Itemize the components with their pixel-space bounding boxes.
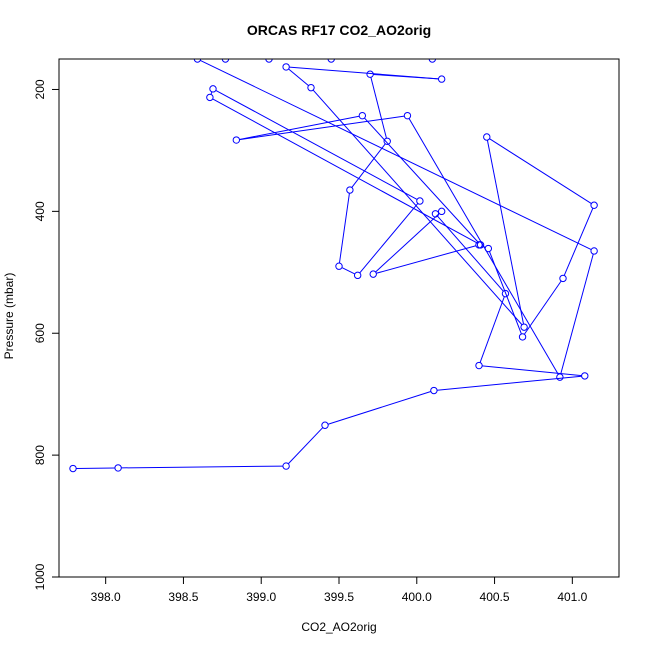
series-0-point-28 [206,93,214,102]
series-0-point-23 [346,186,354,194]
series-0-point-22 [383,137,391,145]
series-0-point-32 [403,111,412,120]
series-0-point-36 [221,59,230,63]
series-0-point-34 [590,247,598,255]
series-0-segment [560,253,594,375]
x-tick-label: 401.0 [557,590,587,604]
series-0-segment [489,138,592,204]
series-0-segment [364,117,479,243]
x-tick-label: 400.5 [480,590,510,604]
x-tick-label: 400.0 [402,590,432,604]
series-0-point-21 [366,70,374,78]
series-0-point-29 [476,241,485,249]
y-tick-label: 200 [33,79,47,99]
series-0-segment [200,59,592,251]
series-0-point-10 [369,270,377,278]
series-0-point-16 [483,133,491,141]
series-0-point-35 [193,59,202,63]
series-0-segment [121,465,283,469]
series-0-segment [359,203,419,274]
series-0-point-27 [209,85,217,93]
series-0-point-20 [437,75,446,83]
series-0-point-25 [353,271,362,280]
series-0-point-8 [431,210,440,218]
series-0-segment [239,115,360,140]
series-0-point-26 [416,197,424,205]
series-0-segment [437,215,504,292]
series-0-segment [370,77,387,139]
series-0-point-39 [428,59,437,63]
series-0-point-2 [282,462,290,470]
series-0-segment [287,427,324,465]
series-0-point-6 [475,361,483,370]
y-tick-label: 600 [33,323,47,343]
series-0-segment [341,267,356,275]
y-axis-label: Pressure (mbar) [2,273,16,360]
chart-title: ORCAS RF17 CO2_AO2orig [247,22,431,38]
series-0-segment [523,280,562,335]
x-tick-label: 398.0 [91,590,121,604]
y-axis-ticks: 200 400 600 800 1000 [33,79,59,590]
y-tick-label: 400 [33,201,47,221]
series-0-point-38 [327,59,335,63]
x-axis-ticks: 398.0 398.5 399.0 399.5 400.0 400.5 401.0 [91,577,588,604]
series-0-segment [482,365,582,377]
series-0-segment [479,296,505,363]
series-0-segment [327,391,431,425]
series-0-point-3 [321,421,329,429]
series-0-point-33 [556,373,564,381]
series-0-point-18 [307,83,315,92]
series-0-point-14 [559,274,567,283]
series-0-point-31 [232,136,241,144]
series-0-segment [376,245,477,274]
series-0-point-12 [484,244,493,253]
series-0-segment [76,467,115,469]
series-0-point-1 [114,464,122,472]
series-0-point-30 [358,111,367,120]
series-0-segment [239,115,405,141]
series-0-segment [375,213,440,273]
series-0-point-19 [282,63,290,71]
series-0-segment [351,143,386,188]
series-0-segment [373,73,439,80]
series-0-point-17 [520,323,528,331]
series-0-point-7 [501,289,510,298]
y-tick-label: 800 [33,445,47,465]
series-0-point-5 [581,372,589,380]
series-0-point-24 [335,262,343,270]
series-0-point-4 [430,386,438,395]
series-0-segment [212,98,478,244]
plot-frame [58,58,620,578]
series-0-point-15 [590,201,598,209]
series-0-segment [563,208,594,276]
x-tick-label: 399.0 [246,590,276,604]
series-0-segment [312,89,523,326]
series-0-segment [437,375,582,391]
x-tick-label: 398.5 [168,590,198,604]
series-0-point-0 [69,464,77,473]
series-0-segment [288,68,309,86]
series-0-segment [215,89,418,200]
series-0-segment [486,140,524,325]
x-tick-label: 399.5 [324,590,354,604]
x-axis-label: CO2_AO2orig [301,620,376,634]
series-0-point-37 [265,59,273,63]
series-layer [69,59,598,473]
y-tick-label: 1000 [33,563,47,590]
series-0-point-13 [518,333,527,341]
series-0-point-9 [437,207,446,216]
series-0-segment [338,193,350,264]
